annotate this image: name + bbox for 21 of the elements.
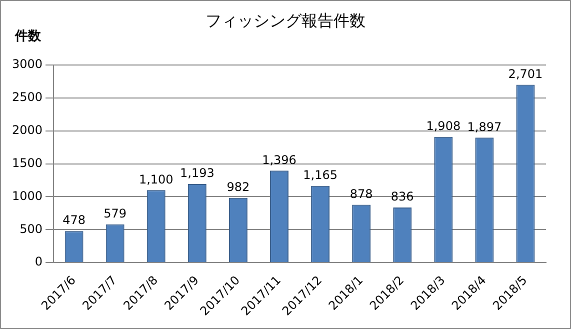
data-label: 1,396 <box>262 152 296 167</box>
data-label: 1,897 <box>467 120 502 134</box>
y-tick-label: 2500 <box>12 90 43 104</box>
y-tick-label: 1000 <box>12 188 43 203</box>
data-label: 2,701 <box>508 66 543 81</box>
y-tick-label: 0 <box>34 254 43 269</box>
chart-title: フィッシング報告件数 <box>206 11 366 30</box>
data-label: 1,100 <box>138 172 174 186</box>
data-label: 1,908 <box>426 119 461 134</box>
data-label: 478 <box>62 213 86 228</box>
data-label: 1,193 <box>180 166 214 180</box>
data-label: 836 <box>390 190 414 204</box>
y-axis-title: 件数 <box>15 28 41 45</box>
y-tick-label: 2000 <box>12 122 43 137</box>
y-tick-label: 500 <box>20 222 43 236</box>
data-label: 878 <box>350 186 373 201</box>
data-label: 982 <box>226 180 250 194</box>
data-label: 579 <box>104 206 127 221</box>
y-tick-label: 1500 <box>12 156 43 170</box>
y-tick-label: 3000 <box>12 57 43 72</box>
data-label: 1,165 <box>303 168 338 182</box>
